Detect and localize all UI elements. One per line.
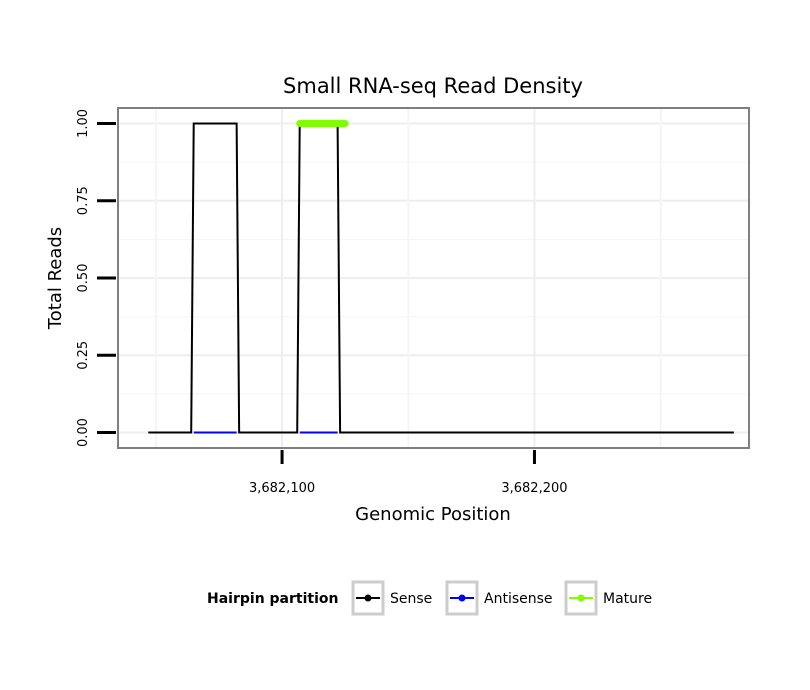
legend-key-point	[364, 594, 372, 602]
y-tick-label: 1.00	[76, 109, 91, 138]
legend-key-point	[458, 594, 466, 602]
legend: Hairpin partition Sense Antisense Mature	[207, 580, 652, 616]
x-axis: 3,682,100 3,682,200	[249, 450, 568, 496]
x-axis-title: Genomic Position	[355, 504, 511, 525]
legend-label-sense: Sense	[390, 591, 432, 607]
legend-label-antisense: Antisense	[484, 591, 553, 607]
y-tick-label: 0.75	[76, 186, 91, 215]
y-axis: 0.00 0.25 0.50 0.75 1.00	[76, 109, 116, 447]
y-tick-label: 0.00	[76, 418, 91, 447]
y-axis-title: Total Reads	[45, 227, 66, 330]
legend-title: Hairpin partition	[207, 591, 338, 607]
plot-panel	[117, 107, 750, 449]
grid	[118, 108, 749, 448]
chart-title: Small RNA-seq Read Density	[283, 74, 583, 98]
series-sense-line	[148, 122, 734, 434]
y-tick-label: 0.50	[76, 264, 91, 293]
legend-key-point	[577, 594, 585, 602]
x-tick-label: 3,682,200	[501, 481, 567, 496]
series-layer	[148, 119, 734, 434]
x-tick-label: 3,682,100	[249, 481, 315, 496]
y-tick-label: 0.25	[76, 341, 91, 370]
legend-label-mature: Mature	[603, 591, 652, 607]
